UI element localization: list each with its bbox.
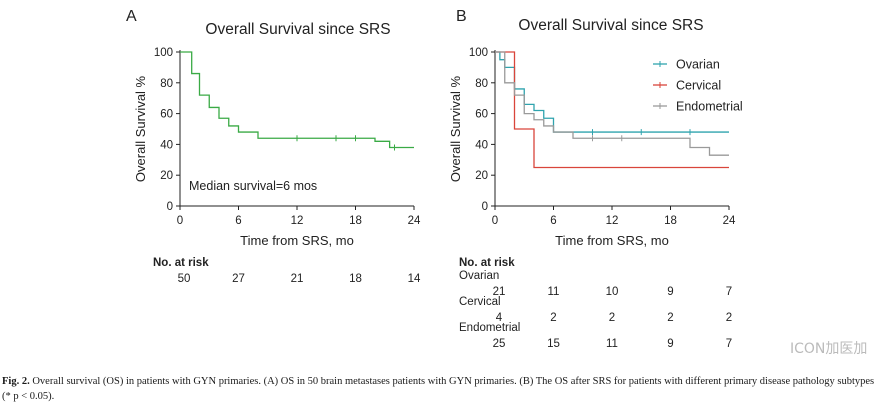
panel-b-endometrial-curve xyxy=(495,51,729,156)
panel-b-y-tick-label: 60 xyxy=(475,109,488,121)
panel-b-risk-value: 7 xyxy=(726,286,732,298)
panel-b-y-axis-label: Overall Survival % xyxy=(448,75,463,182)
panel-b-x-tick-label: 12 xyxy=(606,215,619,227)
panel-a-y-tick-label: 100 xyxy=(154,47,173,59)
panel-a-x-axis-label: Time from SRS, mo xyxy=(240,233,354,248)
panel-b-risk-value: 2 xyxy=(609,312,615,324)
panel-b-x-tick-label: 0 xyxy=(492,215,498,227)
panel-a-risk-header: No. at risk xyxy=(153,257,209,269)
panel-b-y-tick-label: 20 xyxy=(475,170,488,182)
panel-b-risk-value: 10 xyxy=(606,286,619,298)
panel-b-y-tick-label: 100 xyxy=(469,47,488,59)
panel-a-risk-value: 18 xyxy=(349,273,362,285)
panel-b-y-tick-label: 40 xyxy=(475,139,488,151)
panel-b-x-tick-label: 6 xyxy=(550,215,556,227)
panel-b-risk-value: 21 xyxy=(493,286,506,298)
panel-b-y-tick-label: 0 xyxy=(482,201,488,213)
panel-a-y-tick-label: 40 xyxy=(160,139,173,151)
panel-a-annotation: Median survival=6 mos xyxy=(189,179,317,193)
panel-a-y-tick-label: 0 xyxy=(167,201,173,213)
panel-a-y-axis-label: Overall Survival % xyxy=(133,75,148,182)
panel-a-x-tick-label: 6 xyxy=(235,215,241,227)
panel-a-risk-value: 50 xyxy=(178,273,191,285)
panel-a-letter: A xyxy=(126,8,137,25)
panel-a-y-tick-label: 80 xyxy=(160,78,173,90)
panel-b-x-tick-label: 18 xyxy=(664,215,677,227)
watermark: ICON加医加 xyxy=(790,341,868,357)
panel-a-y-tick-label: 20 xyxy=(160,170,173,182)
panel-b-legend-label-ovarian: Ovarian xyxy=(676,58,720,72)
panel-b-risk-row-name: Ovarian xyxy=(459,270,499,282)
panel-a-title: Overall Survival since SRS xyxy=(205,21,390,38)
panel-b-letter: B xyxy=(456,8,467,25)
panel-b-risk-value: 15 xyxy=(547,338,560,350)
panel-a-risk-value: 21 xyxy=(291,273,304,285)
panel-b-title: Overall Survival since SRS xyxy=(518,17,703,34)
panel-b-risk-value: 4 xyxy=(496,312,503,324)
panel-a-x-tick-label: 18 xyxy=(349,215,362,227)
panel-b-x-tick-label: 24 xyxy=(723,215,736,227)
panel-b-risk-value: 11 xyxy=(548,286,560,298)
panel-a-y-tick-label: 60 xyxy=(160,109,173,121)
panel-a-risk-value: 14 xyxy=(408,273,421,285)
panel-a-x-tick-label: 0 xyxy=(177,215,183,227)
figure-caption: Fig. 2. Overall survival (OS) in patient… xyxy=(2,374,880,404)
panel-b-x-axis-label: Time from SRS, mo xyxy=(555,233,669,248)
panel-b-cervical-curve xyxy=(495,51,729,169)
panel-a-risk-value: 27 xyxy=(232,273,245,285)
panel-b-y-tick-label: 80 xyxy=(475,78,488,90)
panel-b-legend-label-cervical: Cervical xyxy=(676,79,721,93)
panel-a-x-tick-label: 24 xyxy=(408,215,421,227)
panel-b-risk-value: 2 xyxy=(726,312,732,324)
panel-b-risk-value: 2 xyxy=(667,312,673,324)
caption-text: Overall survival (OS) in patients with G… xyxy=(2,376,875,402)
panel-b-risk-header: No. at risk xyxy=(459,257,515,269)
panel-a-survival-curve xyxy=(180,51,414,149)
panel-b-legend-label-endometrial: Endometrial xyxy=(676,100,743,114)
panel-b-risk-value: 11 xyxy=(606,338,618,350)
panel-b-risk-value: 7 xyxy=(726,338,732,350)
panel-b-risk-value: 9 xyxy=(667,338,673,350)
caption-label: Fig. 2. xyxy=(2,376,30,387)
panel-b-risk-value: 9 xyxy=(667,286,673,298)
panel-b-risk-value: 25 xyxy=(493,338,506,350)
panel-a-x-tick-label: 12 xyxy=(291,215,304,227)
panel-b-risk-row-name: Cervical xyxy=(459,296,501,308)
panel-b-risk-row-name: Endometrial xyxy=(459,322,520,334)
panel-b-risk-value: 2 xyxy=(550,312,556,324)
